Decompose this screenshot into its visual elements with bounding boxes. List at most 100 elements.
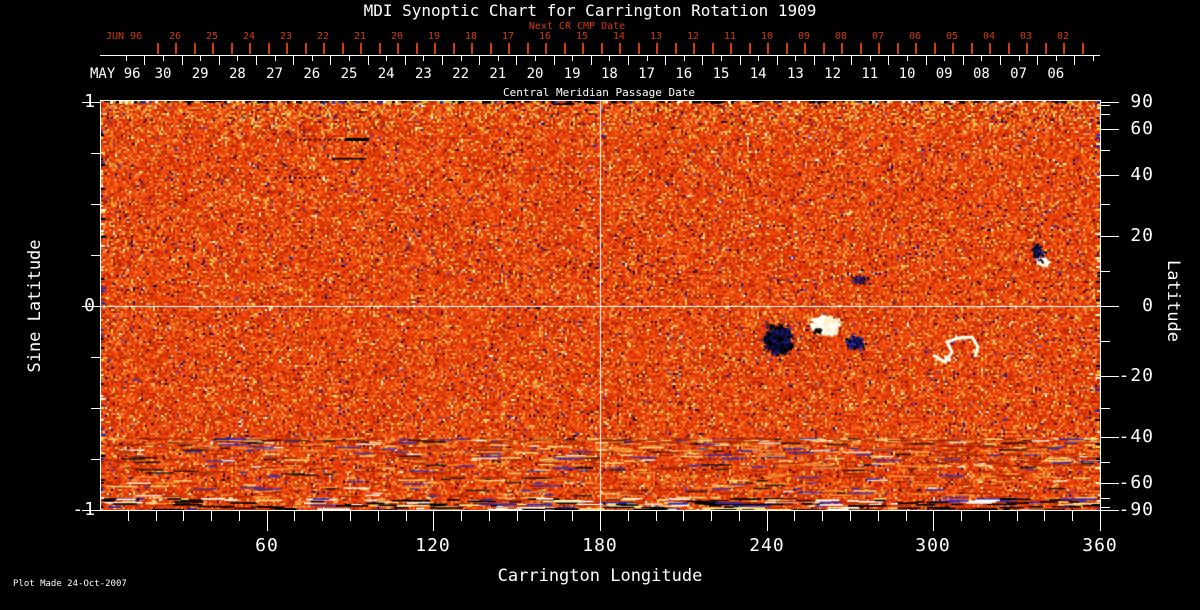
cmp-day-label: 08 xyxy=(972,66,990,82)
x-axis-title: Carrington Longitude xyxy=(497,566,703,586)
next-cr-tick xyxy=(730,43,732,54)
next-cr-tick xyxy=(527,43,529,54)
next-cr-tick xyxy=(971,43,973,54)
latitude-tick xyxy=(1101,483,1119,484)
next-cr-tick xyxy=(416,43,418,54)
cmp-day-tick-minor xyxy=(907,56,908,61)
cmp-day-label: 09 xyxy=(935,66,953,82)
next-cr-tick xyxy=(934,43,936,54)
next-cr-tick xyxy=(434,43,436,54)
next-cr-tick xyxy=(1082,43,1084,54)
cmp-day-tick-major xyxy=(963,56,964,65)
next-cr-tick xyxy=(841,43,843,54)
longitude-tick xyxy=(433,511,434,531)
cmp-day-label: 07 xyxy=(1010,66,1028,82)
next-cr-tick xyxy=(360,43,362,54)
longitude-tick xyxy=(628,511,629,521)
cmp-day-tick-major xyxy=(256,56,257,65)
next-cr-tick xyxy=(952,43,954,54)
cmp-day-label: 16 xyxy=(675,66,693,82)
cmp-day-label: 28 xyxy=(228,66,246,82)
longitude-tick xyxy=(156,511,157,521)
longitude-tick xyxy=(572,511,573,521)
cmp-day-tick-major xyxy=(1074,56,1075,65)
latitude-tick xyxy=(1101,271,1110,272)
cmp-day-label: 17 xyxy=(638,66,656,82)
sine-lat-tick xyxy=(82,510,100,511)
cmp-day-label: 22 xyxy=(452,66,470,82)
cmp-day-tick-minor xyxy=(572,56,573,61)
longitude-tick xyxy=(1072,511,1073,521)
latitude-label: -20 xyxy=(1118,365,1154,386)
next-cr-tick xyxy=(157,43,159,54)
latitude-tick xyxy=(1101,150,1110,151)
cmp-day-tick-major xyxy=(740,56,741,65)
longitude-tick xyxy=(961,511,962,521)
cmp-day-label: 21 xyxy=(489,66,507,82)
cmp-day-label: 30 xyxy=(154,66,172,82)
cmp-day-tick-major xyxy=(554,56,555,65)
longitude-label: 300 xyxy=(915,535,951,556)
next-cr-tick xyxy=(1026,43,1028,54)
next-cr-tick xyxy=(212,43,214,54)
next-cr-tick xyxy=(545,43,547,54)
next-cr-tick xyxy=(379,43,381,54)
cmp-day-tick-major xyxy=(888,56,889,65)
next-cr-tick xyxy=(1008,43,1010,54)
latitude-tick xyxy=(1101,341,1110,342)
latitude-tick xyxy=(1101,507,1110,508)
next-cr-tick xyxy=(897,43,899,54)
sine-lat-tick xyxy=(82,306,100,307)
longitude-tick xyxy=(850,511,851,521)
latitude-tick xyxy=(1101,498,1110,499)
sine-lat-label: 0 xyxy=(84,295,96,316)
cmp-day-label: 25 xyxy=(340,66,358,82)
longitude-tick xyxy=(211,511,212,521)
cmp-month-label: MAY 96 xyxy=(90,66,141,82)
cmp-day-tick-minor xyxy=(609,56,610,61)
cmp-day-tick-major xyxy=(702,56,703,65)
sine-lat-tick xyxy=(82,102,100,103)
sine-lat-tick xyxy=(91,459,100,460)
longitude-tick xyxy=(461,511,462,521)
cmp-day-tick-minor xyxy=(535,56,536,61)
cmp-day-label: 26 xyxy=(303,66,321,82)
latitude-label: -40 xyxy=(1118,426,1154,447)
cmp-axis-line xyxy=(100,55,1100,56)
latitude-tick xyxy=(1101,462,1110,463)
cmp-day-label: 13 xyxy=(786,66,804,82)
cmp-day-tick-major xyxy=(182,56,183,65)
next-cr-tick xyxy=(1063,43,1065,54)
cmp-day-tick-major xyxy=(665,56,666,65)
cmp-day-tick-minor xyxy=(1093,56,1094,61)
cmp-day-tick-minor xyxy=(312,56,313,61)
cmp-day-tick-major xyxy=(591,56,592,65)
cmp-day-tick-minor xyxy=(795,56,796,61)
longitude-tick xyxy=(378,511,379,521)
cmp-day-tick-minor xyxy=(200,56,201,61)
next-cr-tick xyxy=(656,43,658,54)
longitude-tick xyxy=(267,511,268,531)
longitude-tick xyxy=(906,511,907,521)
cmp-day-tick-major xyxy=(144,56,145,65)
cmp-day-label: 24 xyxy=(377,66,395,82)
cmp-day-tick-major xyxy=(516,56,517,65)
cmp-day-tick-minor xyxy=(944,56,945,61)
longitude-tick xyxy=(322,511,323,521)
longitude-label: 180 xyxy=(582,535,618,556)
cmp-day-label: 14 xyxy=(749,66,767,82)
next-cr-tick xyxy=(231,43,233,54)
left-axis-title: Sine Latitude xyxy=(25,239,45,373)
next-cr-tick xyxy=(508,43,510,54)
longitude-tick xyxy=(656,511,657,521)
longitude-tick xyxy=(350,511,351,521)
longitude-tick xyxy=(933,511,934,531)
next-cr-tick xyxy=(989,43,991,54)
latitude-label: -60 xyxy=(1118,472,1154,493)
cmp-day-tick-minor xyxy=(275,56,276,61)
cmp-day-tick-minor xyxy=(461,56,462,61)
longitude-tick xyxy=(517,511,518,521)
next-cr-tick xyxy=(601,43,603,54)
next-cr-tick xyxy=(471,43,473,54)
